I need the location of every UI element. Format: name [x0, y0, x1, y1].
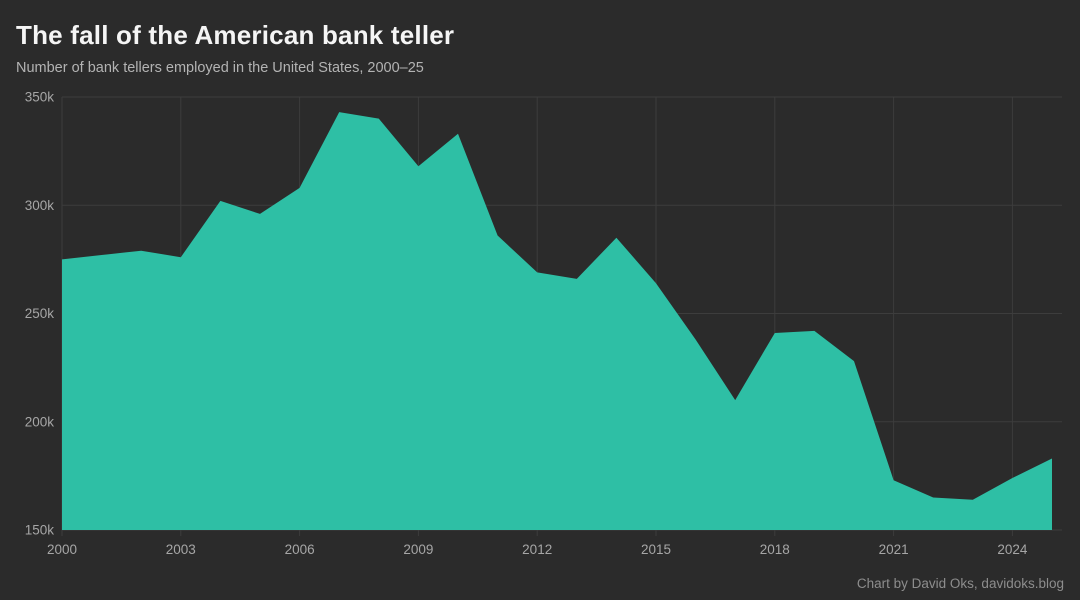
chart-credit: Chart by David Oks, davidoks.blog [856, 576, 1064, 591]
y-tick-label: 350k [25, 90, 55, 105]
y-tick-label: 250k [25, 306, 55, 321]
x-tick-label: 2006 [285, 542, 315, 557]
x-tick-label: 2000 [47, 542, 77, 557]
y-tick-label: 300k [25, 198, 55, 213]
tellers-area-series [62, 112, 1052, 530]
x-tick-label: 2009 [403, 542, 433, 557]
y-tick-label: 200k [25, 414, 55, 429]
chart-subtitle: Number of bank tellers employed in the U… [16, 60, 424, 76]
x-tick-label: 2015 [641, 542, 671, 557]
x-tick-label: 2003 [166, 542, 196, 557]
x-tick-label: 2012 [522, 542, 552, 557]
x-tick-label: 2021 [879, 542, 909, 557]
chart-title: The fall of the American bank teller [16, 20, 455, 50]
x-tick-label: 2024 [997, 542, 1028, 557]
y-tick-label: 150k [25, 523, 55, 538]
x-tick-label: 2018 [760, 542, 790, 557]
